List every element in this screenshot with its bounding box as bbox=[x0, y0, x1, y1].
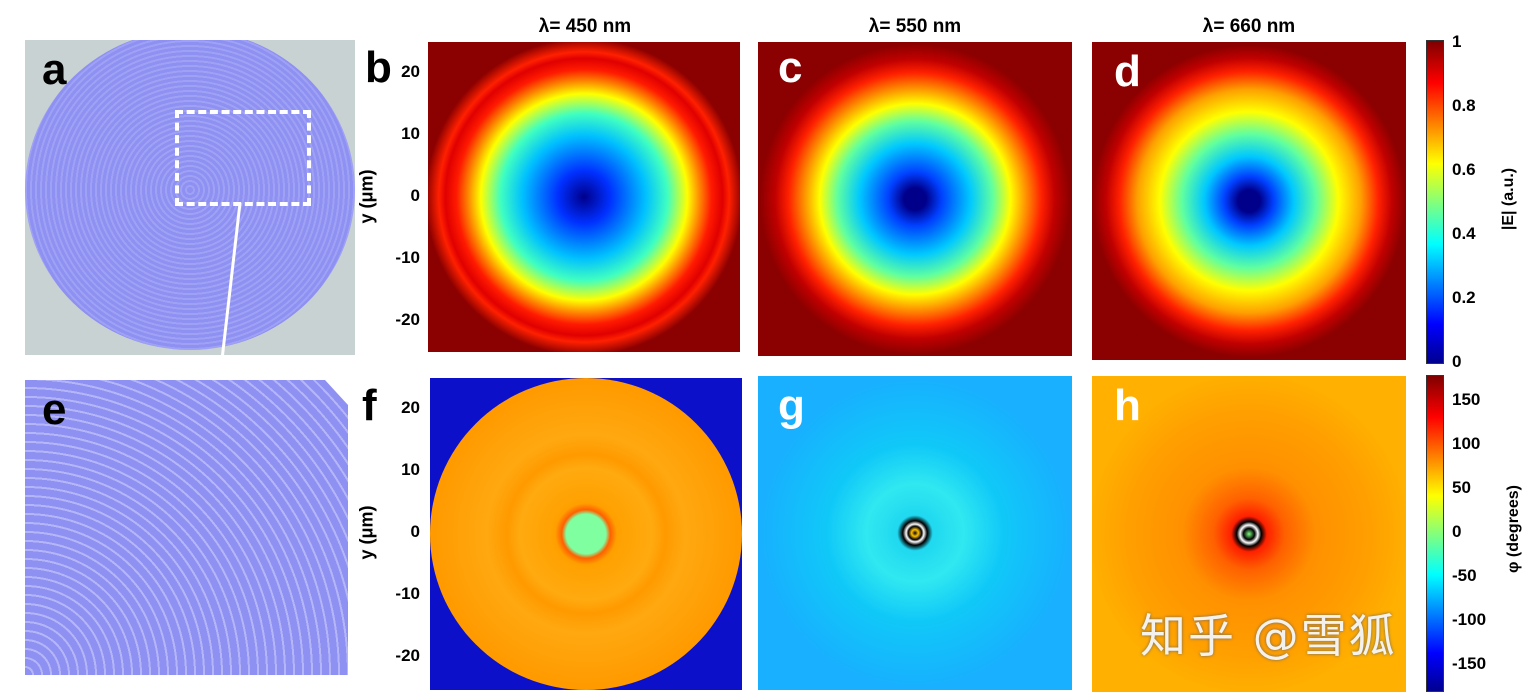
panel-label-f: f bbox=[362, 381, 377, 430]
heatmap-b bbox=[428, 42, 740, 352]
cbtick-field: 0.6 bbox=[1452, 160, 1476, 179]
metalens-disk bbox=[25, 40, 355, 350]
cbtick-phase: -150 bbox=[1452, 654, 1487, 673]
heatmap-h bbox=[1092, 376, 1406, 692]
panel-label-c: c bbox=[778, 43, 803, 92]
watermark: 知乎 @雪狐 bbox=[1140, 609, 1397, 663]
ytick-f: -20 bbox=[395, 646, 420, 665]
panel-label-h: h bbox=[1114, 381, 1141, 430]
panel-label-g: g bbox=[778, 381, 805, 430]
heatmap-c bbox=[758, 42, 1072, 356]
zoom-region-box bbox=[175, 110, 311, 206]
ytick-f: 20 bbox=[401, 398, 420, 417]
panel-e-zoomed-lens bbox=[25, 380, 348, 675]
colorbar-phase bbox=[1426, 375, 1444, 692]
panel-label-d: d bbox=[1114, 47, 1141, 96]
column-title-550: λ= 550 nm bbox=[868, 16, 962, 37]
cbtick-phase: -100 bbox=[1452, 610, 1487, 629]
cbtick-phase: -50 bbox=[1452, 566, 1477, 585]
colorbar-field bbox=[1426, 40, 1444, 364]
ytick-b: 10 bbox=[401, 124, 420, 143]
heatmap-d bbox=[1092, 42, 1406, 360]
colorbar-field-label: |E| (a.u.) bbox=[1500, 167, 1518, 231]
ytick-f: 0 bbox=[410, 522, 420, 541]
ytick-b: 0 bbox=[410, 186, 420, 205]
column-title-660: λ= 660 nm bbox=[1202, 16, 1296, 37]
panel-label-a: a bbox=[42, 45, 67, 94]
cbtick-field: 0.8 bbox=[1452, 96, 1476, 115]
heatmap-f bbox=[430, 378, 742, 690]
colorbar-phase-label: φ (degrees) bbox=[1504, 485, 1522, 573]
panel-label-e: e bbox=[42, 385, 67, 434]
cbtick-field: 0 bbox=[1452, 352, 1462, 371]
ytick-b: -10 bbox=[395, 248, 420, 267]
ytick-b: 20 bbox=[401, 62, 420, 81]
column-title-450: λ= 450 nm bbox=[538, 16, 632, 37]
cbtick-phase: 100 bbox=[1452, 434, 1481, 453]
cbtick-field: 0.2 bbox=[1452, 288, 1476, 307]
phase-disk bbox=[430, 378, 742, 690]
panel-a-lens-image bbox=[25, 40, 355, 355]
panel-label-b: b bbox=[365, 43, 392, 92]
cbtick-phase: 150 bbox=[1452, 390, 1481, 409]
ylabel-b: y (μm) bbox=[356, 169, 377, 224]
heatmap-g bbox=[758, 376, 1072, 690]
ytick-f: 10 bbox=[401, 460, 420, 479]
ytick-f: -10 bbox=[395, 584, 420, 603]
ylabel-f: y (μm) bbox=[356, 505, 377, 560]
cbtick-phase: 50 bbox=[1452, 478, 1471, 497]
ytick-b: -20 bbox=[395, 310, 420, 329]
cbtick-phase: 0 bbox=[1452, 522, 1462, 541]
cbtick-field: 0.4 bbox=[1452, 224, 1476, 243]
cbtick-field: 1 bbox=[1452, 32, 1462, 51]
